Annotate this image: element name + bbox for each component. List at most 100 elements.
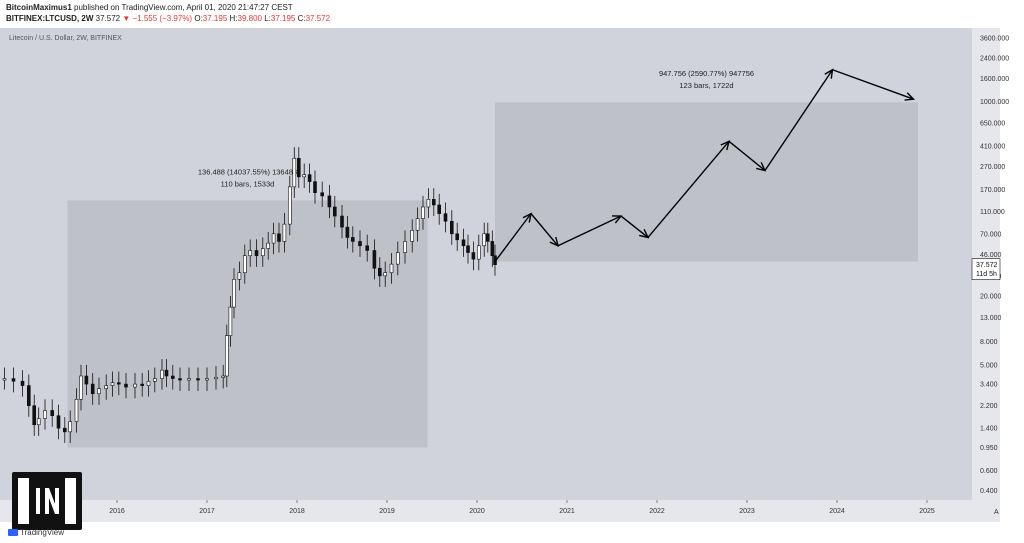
y-tick-label: 110.000 <box>980 209 1005 216</box>
candle-body <box>455 233 460 241</box>
symbol-line: BITFINEX:LTCUSD, 2W 37.572 ▼ −1.555 (−3.… <box>6 14 330 23</box>
candle-body <box>415 218 420 231</box>
projection-segment <box>620 215 649 239</box>
measure-box-1[interactable] <box>67 200 428 448</box>
candle-body <box>243 255 247 273</box>
bar-countdown-label: 11d 5h <box>976 271 997 278</box>
author-name[interactable]: BitcoinMaximus1 <box>6 3 72 12</box>
y-tick-label: 410.000 <box>980 143 1005 150</box>
candle-body <box>74 399 79 422</box>
y-tick-label: 1600.000 <box>980 76 1009 83</box>
x-tick-label: 2018 <box>289 508 305 515</box>
candle-body <box>277 233 281 242</box>
candle-body <box>271 233 276 244</box>
candle-body <box>350 237 355 242</box>
candle-body <box>171 375 175 379</box>
measure-sublabel-2: 123 bars, 1722d <box>679 81 733 90</box>
x-tick-label: 2017 <box>199 508 215 515</box>
y-tick-label: 0.950 <box>980 445 998 452</box>
x-tick-label: 2023 <box>739 508 755 515</box>
y-tick-label: 20.000 <box>980 294 1002 301</box>
candle-body <box>476 245 481 260</box>
candle-body <box>228 306 233 337</box>
candle-body <box>36 418 41 426</box>
open-value: 37.195 <box>202 14 228 23</box>
tradingview-icon <box>8 529 18 537</box>
candle-body <box>254 250 259 257</box>
tradingview-logo[interactable]: TradingView <box>8 528 64 537</box>
y-tick-label: 0.600 <box>980 468 998 475</box>
candle-body <box>196 378 200 381</box>
candle-body <box>32 405 37 426</box>
candle-body <box>471 252 476 260</box>
y-tick-label: 270.000 <box>980 164 1005 171</box>
y-tick-label: 8.000 <box>980 339 998 346</box>
candle-body <box>43 410 47 419</box>
tradingview-label: TradingView <box>20 528 65 537</box>
x-tick-label: 2022 <box>649 508 665 515</box>
open-label: O: <box>194 14 203 23</box>
candle-body <box>358 241 362 247</box>
projection-segment <box>647 140 730 238</box>
high-label: H: <box>229 14 238 23</box>
y-tick-label: 170.000 <box>980 187 1005 194</box>
candle-body <box>485 233 490 242</box>
y-tick-label: 3600.000 <box>980 35 1009 42</box>
candle-body <box>205 378 209 381</box>
arrow-head-icon <box>904 92 916 101</box>
y-tick-label: 46.000 <box>980 252 1002 259</box>
candle-body <box>345 226 350 238</box>
candle-body <box>104 385 108 389</box>
publish-line: BitcoinMaximus1 published on TradingView… <box>6 3 293 12</box>
low-label: L: <box>264 14 271 23</box>
candle-body <box>383 272 388 277</box>
candle-body <box>140 383 144 386</box>
y-tick-label: 70.000 <box>980 231 1002 238</box>
candle-body <box>187 378 191 381</box>
candle-body <box>466 245 470 253</box>
candle-body <box>307 174 312 182</box>
candle-body <box>287 186 292 225</box>
auto-scale-button[interactable]: A <box>994 509 999 516</box>
candle-body <box>117 382 121 385</box>
candle-body <box>110 382 115 386</box>
candle-body <box>410 230 415 242</box>
candle-body <box>296 157 301 178</box>
axis-corner <box>972 500 1000 522</box>
candle-body <box>84 375 89 385</box>
candle-body <box>146 380 151 386</box>
candle-body <box>260 248 265 257</box>
x-tick-label: 2025 <box>919 508 935 515</box>
x-tick-label: 2019 <box>379 508 395 515</box>
series-label: Litecoin / U.S. Dollar, 2W, BITFINEX <box>9 35 122 42</box>
candle-body <box>164 369 169 377</box>
y-tick-label: 2400.000 <box>980 56 1009 63</box>
candle-body <box>90 383 95 395</box>
candle-body <box>225 335 229 377</box>
y-tick-label: 3.400 <box>980 382 998 389</box>
candle-body <box>2 378 7 381</box>
candle-body <box>56 415 61 429</box>
candle-body <box>237 272 242 280</box>
low-value: 37.195 <box>270 14 296 23</box>
candle-body <box>389 263 394 273</box>
candle-body <box>461 239 466 247</box>
candle-body <box>421 206 425 219</box>
candle-body <box>160 369 164 379</box>
candle-body <box>313 181 317 193</box>
measure-sublabel-1: 110 bars, 1533d <box>221 179 275 188</box>
candle-body <box>377 267 382 277</box>
candle-body <box>302 174 307 178</box>
candle-body <box>97 388 101 395</box>
projection-segment <box>530 213 559 247</box>
candle-body <box>482 233 487 247</box>
projection-segment <box>764 69 834 171</box>
measure-label-1: 136.488 (14037.55%) 136488 <box>198 167 297 176</box>
candle-body <box>372 250 377 269</box>
x-tick-label: 2021 <box>559 508 575 515</box>
time-axis[interactable] <box>0 500 972 522</box>
candle-body <box>26 385 31 407</box>
candle-body <box>327 195 332 208</box>
measure-box-2[interactable] <box>495 102 918 262</box>
